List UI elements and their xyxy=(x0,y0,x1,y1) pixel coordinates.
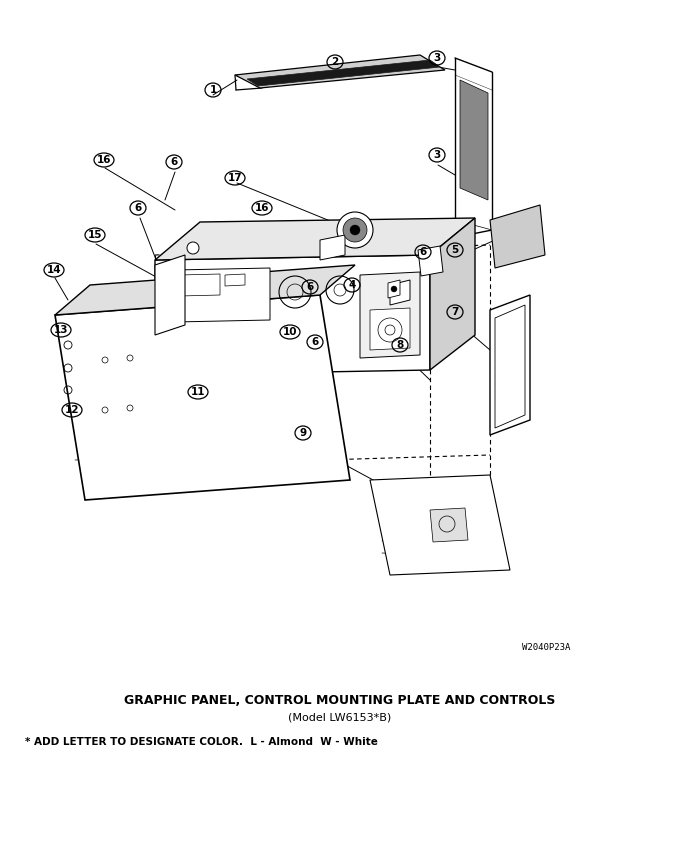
Text: 10: 10 xyxy=(283,327,297,337)
Circle shape xyxy=(337,212,373,248)
Polygon shape xyxy=(55,265,355,315)
Text: 9: 9 xyxy=(299,428,307,438)
Text: 16: 16 xyxy=(255,203,269,213)
Polygon shape xyxy=(320,235,345,260)
Text: 3: 3 xyxy=(433,53,441,63)
Polygon shape xyxy=(370,308,410,350)
Text: 17: 17 xyxy=(228,173,242,183)
Circle shape xyxy=(391,286,397,292)
Polygon shape xyxy=(175,268,270,322)
Text: 6: 6 xyxy=(171,157,177,167)
Polygon shape xyxy=(370,475,510,575)
Text: 11: 11 xyxy=(191,387,205,397)
Polygon shape xyxy=(490,205,545,268)
Polygon shape xyxy=(360,272,420,358)
Circle shape xyxy=(350,225,360,235)
Text: 14: 14 xyxy=(47,265,61,275)
Text: 2: 2 xyxy=(331,57,339,67)
Polygon shape xyxy=(430,218,475,370)
Text: 5: 5 xyxy=(452,245,458,255)
Polygon shape xyxy=(495,305,525,428)
Text: 8: 8 xyxy=(396,340,404,350)
Polygon shape xyxy=(430,508,468,542)
Circle shape xyxy=(187,242,199,254)
Text: W2040P23A: W2040P23A xyxy=(522,644,571,652)
Polygon shape xyxy=(490,295,530,435)
Text: 4: 4 xyxy=(348,280,356,290)
Text: 3: 3 xyxy=(433,150,441,160)
Text: 6: 6 xyxy=(420,247,426,257)
Text: 6: 6 xyxy=(311,337,319,347)
Text: 13: 13 xyxy=(54,325,68,335)
Text: 15: 15 xyxy=(88,230,102,240)
Polygon shape xyxy=(155,218,475,260)
Polygon shape xyxy=(55,295,350,500)
Polygon shape xyxy=(460,80,488,200)
Circle shape xyxy=(343,218,367,242)
Polygon shape xyxy=(390,280,410,305)
Text: 6: 6 xyxy=(307,282,313,292)
Polygon shape xyxy=(155,255,430,375)
Text: * ADD LETTER TO DESIGNATE COLOR.  L - Almond  W - White: * ADD LETTER TO DESIGNATE COLOR. L - Alm… xyxy=(25,737,378,747)
Polygon shape xyxy=(180,274,220,296)
Polygon shape xyxy=(225,274,245,286)
Text: 1: 1 xyxy=(209,85,217,95)
Text: (Model LW6153*B): (Model LW6153*B) xyxy=(288,713,392,723)
Polygon shape xyxy=(388,280,400,298)
Polygon shape xyxy=(235,55,445,88)
Text: 7: 7 xyxy=(452,307,459,317)
Polygon shape xyxy=(418,246,443,276)
Polygon shape xyxy=(155,255,185,335)
Text: 16: 16 xyxy=(97,155,112,165)
Polygon shape xyxy=(247,60,440,86)
Text: GRAPHIC PANEL, CONTROL MOUNTING PLATE AND CONTROLS: GRAPHIC PANEL, CONTROL MOUNTING PLATE AN… xyxy=(124,694,556,706)
Text: 6: 6 xyxy=(135,203,141,213)
Text: 12: 12 xyxy=(65,405,80,415)
